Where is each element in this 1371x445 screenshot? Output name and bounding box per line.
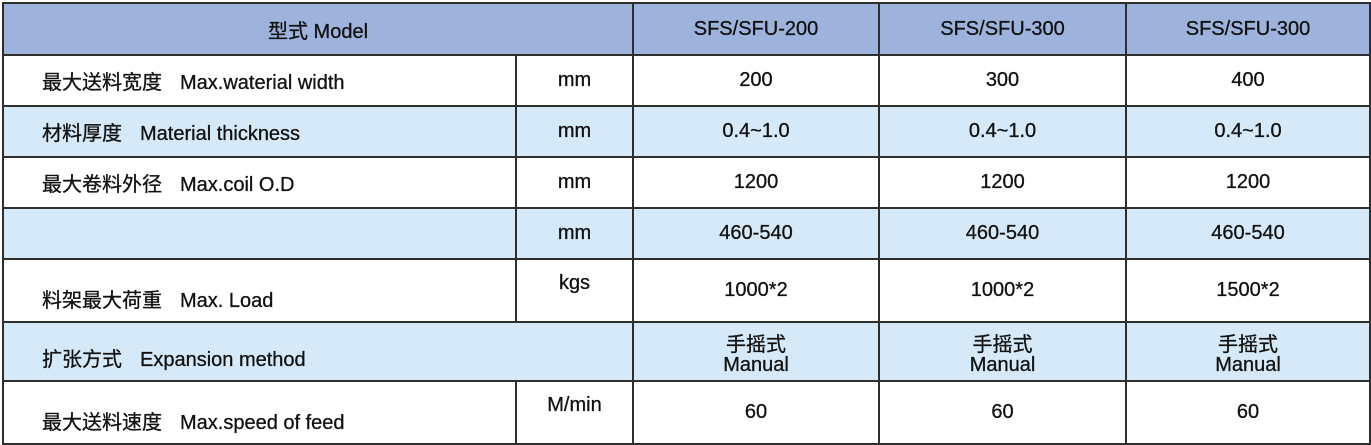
row-label: 最大送料速度 Max.speed of feed <box>2 380 517 445</box>
model-name: SFS/SFU-300 <box>878 2 1127 56</box>
label-en: Material thickness <box>140 123 301 145</box>
unit: kgs <box>515 258 634 323</box>
label-zh: 最大送料宽度 <box>42 72 162 94</box>
value: 手摇式 Manual <box>878 321 1127 382</box>
label-zh: 材料厚度 <box>42 123 122 145</box>
table-row: 扩张方式 Expansion method 手摇式 Manual 手摇式 Manual… <box>2 321 1371 382</box>
table-row: 料架最大荷重 Max. Load kgs 1000*2 1000*2 1500*2 <box>2 258 1371 323</box>
value: 手摇式 Manual <box>1125 321 1371 382</box>
table-row: 最大卷料外径 Max.coil O.D mm 1200 1200 1200 <box>2 156 1371 209</box>
label-zh: 最大送料速度 <box>42 412 162 434</box>
row-label: 扩张方式 Expansion method <box>2 321 634 382</box>
value: 460-540 <box>878 207 1127 260</box>
value: 0.4~1.0 <box>878 105 1127 158</box>
value: 60 <box>1125 380 1371 445</box>
row-label: 最大送料宽度 Max.waterial width <box>2 54 517 107</box>
label-zh: 扩张方式 <box>42 349 122 371</box>
value-en: Manual <box>723 353 789 376</box>
value: 1200 <box>878 156 1127 209</box>
label-en: Max.coil O.D <box>180 174 295 196</box>
unit: M/min <box>515 380 634 445</box>
model-header: 型式 Model <box>2 2 634 56</box>
value: 1200 <box>632 156 880 209</box>
unit: mm <box>515 207 634 260</box>
label-en: Expansion method <box>140 349 306 371</box>
value: 1000*2 <box>632 258 880 323</box>
value-zh: 手摇式 <box>972 333 1033 356</box>
value: 60 <box>878 380 1127 445</box>
value: 60 <box>632 380 880 445</box>
value: 400 <box>1125 54 1371 107</box>
label-zh: 料架最大荷重 <box>42 290 162 312</box>
value: 460-540 <box>632 207 880 260</box>
unit: mm <box>515 54 634 107</box>
value: 460-540 <box>1125 207 1371 260</box>
value: 1500*2 <box>1125 258 1371 323</box>
table-row: 最大送料速度 Max.speed of feed M/min 60 60 60 <box>2 380 1371 445</box>
value: 300 <box>878 54 1127 107</box>
model-name: SFS/SFU-200 <box>632 2 880 56</box>
value: 200 <box>632 54 880 107</box>
model-name: SFS/SFU-300 <box>1125 2 1371 56</box>
value-zh: 手摇式 <box>726 333 786 356</box>
unit: mm <box>515 156 634 209</box>
value-zh: 手摇式 <box>1218 333 1278 356</box>
row-label <box>2 207 517 260</box>
row-label: 材料厚度 Material thickness <box>2 105 517 158</box>
label-en: Max. Load <box>180 290 274 312</box>
table-row: mm 460-540 460-540 460-540 <box>2 207 1371 260</box>
value: 手摇式 Manual <box>632 321 880 382</box>
value: 1200 <box>1125 156 1371 209</box>
value-en: Manual <box>969 353 1036 376</box>
value: 0.4~1.0 <box>1125 105 1371 158</box>
value: 1000*2 <box>878 258 1127 323</box>
row-label: 料架最大荷重 Max. Load <box>2 258 517 323</box>
value-en: Manual <box>1215 353 1281 376</box>
header-row: 型式 Model SFS/SFU-200 SFS/SFU-300 SFS/SFU… <box>2 2 1371 56</box>
unit: mm <box>515 105 634 158</box>
label-en: Max.speed of feed <box>180 412 345 434</box>
table-row: 最大送料宽度 Max.waterial width mm 200 300 400 <box>2 54 1371 107</box>
row-label: 最大卷料外径 Max.coil O.D <box>2 156 517 209</box>
label-zh: 最大卷料外径 <box>42 174 162 196</box>
value: 0.4~1.0 <box>632 105 880 158</box>
table-row: 材料厚度 Material thickness mm 0.4~1.0 0.4~1.… <box>2 105 1371 158</box>
label-en: Max.waterial width <box>180 72 345 94</box>
